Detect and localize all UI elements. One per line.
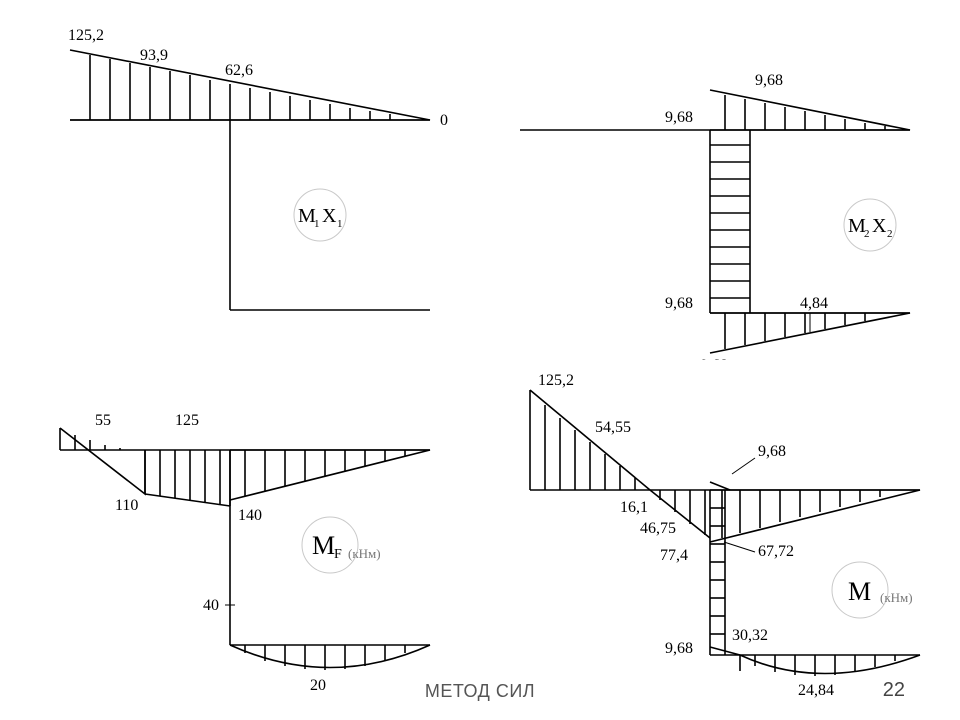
label-16-1: 16,1 (620, 499, 648, 516)
page-root: { "canvas": { "width": 960, "height": 72… (0, 0, 960, 720)
label-9-68-bot: 9,68 (700, 357, 728, 360)
label-77-4: 77,4 (660, 547, 688, 564)
panel-mf: 55 125 110 140 40 20 M F (кНм) (30, 380, 460, 700)
badge-M: M (848, 577, 871, 606)
footer-title: МЕТОД СИЛ (0, 681, 960, 702)
label-125-2b: 125,2 (538, 372, 574, 389)
panel-m2x2: 9,68 9,68 9,68 9,68 4,84 M 2 X 2 (500, 40, 940, 360)
badge-sub2b: 2 (887, 228, 893, 240)
label-110: 110 (115, 497, 138, 514)
diagram-mf: 55 125 110 140 40 20 M F (кНм) (30, 380, 460, 700)
badge-sub2a: 2 (864, 228, 870, 240)
label-62-6: 62,6 (225, 62, 253, 79)
badge-sub1: 1 (314, 218, 320, 230)
badge-sub1b: 1 (337, 218, 343, 230)
label-125: 125 (175, 412, 199, 429)
label-55: 55 (95, 412, 111, 429)
label-9-68-top: 9,68 (755, 72, 783, 89)
badge-MF-F: F (334, 547, 342, 562)
panel-m: 125,2 54,55 9,68 16,1 46,75 67,72 77,4 3… (500, 370, 950, 700)
panel-m1x1: 125,2 93,9 62,6 0 M 1 X 1 (30, 10, 460, 330)
badge-X1: X (322, 205, 337, 227)
label-140: 140 (238, 507, 262, 524)
label-0: 0 (440, 112, 448, 129)
diagram-m: 125,2 54,55 9,68 16,1 46,75 67,72 77,4 3… (500, 370, 950, 700)
badge-MF-M: M (312, 531, 335, 560)
diagram-m2x2: 9,68 9,68 9,68 9,68 4,84 M 2 X 2 (500, 40, 940, 360)
label-54-55: 54,55 (595, 419, 631, 436)
label-9-68-joint: 9,68 (665, 109, 693, 126)
page-number: 22 (883, 679, 905, 702)
label-4-84: 4,84 (800, 295, 828, 312)
badge-MF-unit: (кНм) (348, 546, 381, 561)
diagram-m1x1: 125,2 93,9 62,6 0 M 1 X 1 (30, 10, 460, 330)
label-93-9: 93,9 (140, 47, 168, 64)
badge-M-unit: (кНм) (880, 590, 913, 605)
label-9-68b: 9,68 (665, 640, 693, 657)
label-9-68-colbot: 9,68 (665, 295, 693, 312)
label-67-72: 67,72 (758, 543, 794, 560)
label-30-32: 30,32 (732, 627, 768, 644)
label-40: 40 (203, 597, 219, 614)
badge-X2: X (872, 215, 887, 237)
label-46-75: 46,75 (640, 520, 676, 537)
label-9-68t: 9,68 (758, 443, 786, 460)
label-125-2: 125,2 (68, 27, 104, 44)
